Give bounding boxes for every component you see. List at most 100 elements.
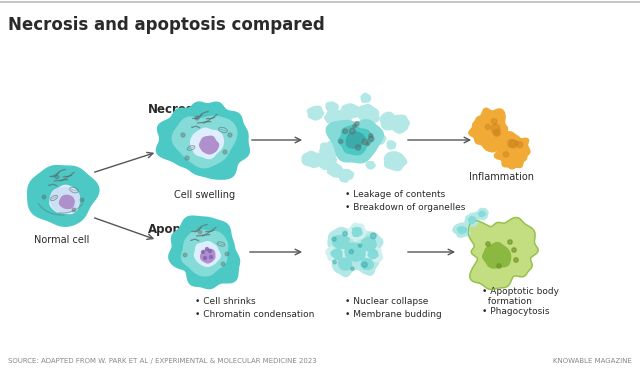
Polygon shape xyxy=(172,116,237,168)
Circle shape xyxy=(486,242,490,246)
Polygon shape xyxy=(182,230,228,276)
Circle shape xyxy=(358,244,362,247)
Polygon shape xyxy=(469,108,508,152)
Circle shape xyxy=(351,267,354,270)
Polygon shape xyxy=(494,131,530,169)
Polygon shape xyxy=(385,152,406,170)
Polygon shape xyxy=(156,102,250,179)
Polygon shape xyxy=(332,253,356,276)
Circle shape xyxy=(202,250,205,253)
Polygon shape xyxy=(328,163,344,177)
Circle shape xyxy=(485,124,490,129)
Polygon shape xyxy=(483,243,511,268)
Circle shape xyxy=(185,156,189,160)
Text: • Leakage of contents: • Leakage of contents xyxy=(345,190,445,199)
Circle shape xyxy=(221,262,225,266)
Polygon shape xyxy=(326,120,383,163)
Polygon shape xyxy=(355,232,383,257)
Circle shape xyxy=(198,230,202,234)
Polygon shape xyxy=(465,213,479,226)
Text: Cell swelling: Cell swelling xyxy=(175,190,236,200)
Polygon shape xyxy=(338,115,351,126)
Polygon shape xyxy=(333,235,349,248)
Circle shape xyxy=(493,129,500,136)
Circle shape xyxy=(205,247,209,250)
Polygon shape xyxy=(361,93,371,102)
Circle shape xyxy=(503,152,509,157)
Polygon shape xyxy=(324,111,342,123)
Circle shape xyxy=(349,250,353,254)
Polygon shape xyxy=(380,112,398,130)
Polygon shape xyxy=(339,170,353,182)
Text: Inflammation: Inflammation xyxy=(470,172,534,182)
Polygon shape xyxy=(458,227,467,234)
Circle shape xyxy=(343,129,348,134)
Text: Necrosis: Necrosis xyxy=(148,103,205,116)
Circle shape xyxy=(508,240,512,244)
Text: • Chromatin condensation: • Chromatin condensation xyxy=(195,310,314,319)
Polygon shape xyxy=(326,102,338,112)
Circle shape xyxy=(508,140,515,147)
Polygon shape xyxy=(28,166,99,226)
Circle shape xyxy=(492,119,497,124)
Text: • Nuclear collapse: • Nuclear collapse xyxy=(345,297,428,306)
Polygon shape xyxy=(337,234,374,270)
Circle shape xyxy=(181,133,185,137)
Circle shape xyxy=(493,130,499,135)
Circle shape xyxy=(72,208,76,212)
Polygon shape xyxy=(348,224,367,241)
Polygon shape xyxy=(339,258,351,270)
Polygon shape xyxy=(308,106,323,120)
Circle shape xyxy=(223,150,227,154)
Polygon shape xyxy=(352,227,362,237)
Circle shape xyxy=(366,142,369,145)
Circle shape xyxy=(195,116,199,120)
Circle shape xyxy=(209,256,212,259)
Circle shape xyxy=(349,128,355,134)
Polygon shape xyxy=(200,136,218,154)
Circle shape xyxy=(371,233,376,238)
Circle shape xyxy=(332,237,336,241)
Circle shape xyxy=(339,140,343,143)
Polygon shape xyxy=(359,106,379,123)
Text: Apoptosis: Apoptosis xyxy=(148,223,214,236)
Polygon shape xyxy=(331,249,342,259)
Circle shape xyxy=(369,136,374,142)
Text: • Breakdown of organelles: • Breakdown of organelles xyxy=(345,203,465,212)
Circle shape xyxy=(355,145,361,150)
Polygon shape xyxy=(200,249,215,263)
Polygon shape xyxy=(320,143,341,160)
Circle shape xyxy=(516,142,523,148)
Text: Normal cell: Normal cell xyxy=(35,235,90,245)
Polygon shape xyxy=(318,155,337,170)
Circle shape xyxy=(353,124,356,128)
Polygon shape xyxy=(302,151,324,167)
Circle shape xyxy=(55,175,59,179)
Polygon shape xyxy=(361,259,373,269)
Text: • Apoptotic body
  formation: • Apoptotic body formation xyxy=(482,287,559,307)
Polygon shape xyxy=(309,158,320,167)
Polygon shape xyxy=(191,128,223,158)
Circle shape xyxy=(497,264,501,268)
Circle shape xyxy=(355,122,359,126)
Text: KNOWABLE MAGAZINE: KNOWABLE MAGAZINE xyxy=(553,358,632,364)
Text: • Membrane budding: • Membrane budding xyxy=(345,310,442,319)
Circle shape xyxy=(362,139,368,145)
Polygon shape xyxy=(391,115,409,133)
Polygon shape xyxy=(359,105,374,119)
Polygon shape xyxy=(376,135,385,144)
Polygon shape xyxy=(362,237,376,251)
Polygon shape xyxy=(50,185,79,214)
Circle shape xyxy=(515,141,518,145)
Polygon shape xyxy=(345,243,365,261)
Polygon shape xyxy=(368,249,378,259)
Circle shape xyxy=(369,134,372,138)
Circle shape xyxy=(42,195,46,199)
Circle shape xyxy=(183,253,187,257)
Text: Necrosis and apoptosis compared: Necrosis and apoptosis compared xyxy=(8,16,324,34)
Polygon shape xyxy=(387,141,396,149)
Polygon shape xyxy=(366,162,375,169)
Text: SOURCE: ADAPTED FROM W. PARK ET AL / EXPERIMENTAL & MOLECULAR MEDICINE 2023: SOURCE: ADAPTED FROM W. PARK ET AL / EXP… xyxy=(8,358,317,364)
Polygon shape xyxy=(346,132,365,148)
Text: • Phagocytosis: • Phagocytosis xyxy=(482,307,550,316)
